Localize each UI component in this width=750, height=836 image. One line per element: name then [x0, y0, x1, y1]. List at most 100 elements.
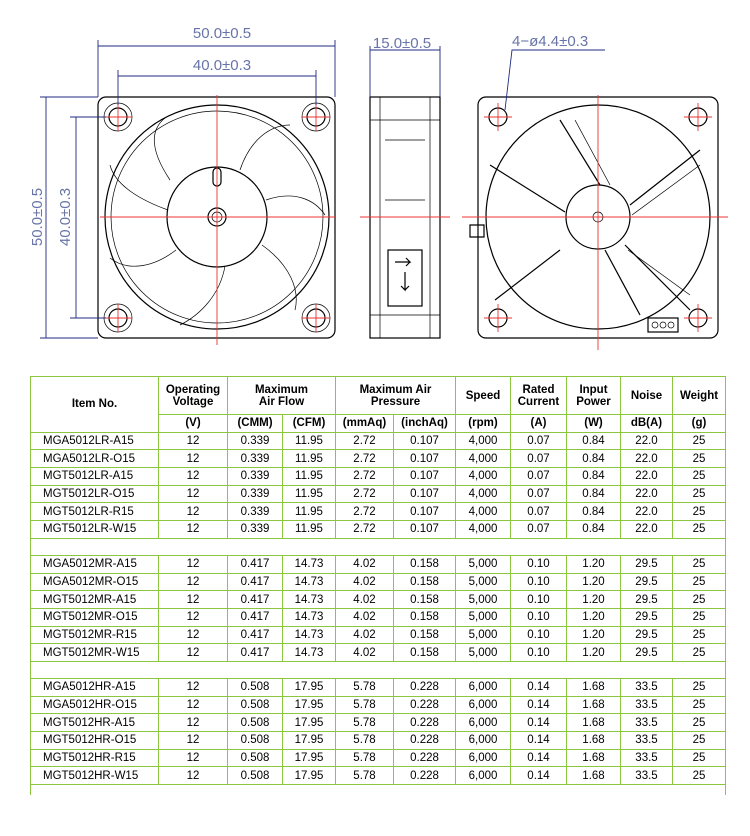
table-cell: 0.417	[227, 572, 283, 592]
cell-text: MGT5012MR-A15	[43, 593, 137, 606]
cell-text: 12	[186, 752, 200, 765]
table-cell: 6,000	[455, 677, 511, 697]
table-cell: 25	[672, 572, 726, 592]
cell-text: 2.72	[353, 452, 376, 465]
table-cell: 17.95	[282, 713, 336, 732]
cell-text: MGT5012HR-W15	[43, 769, 139, 782]
table-cell: 12	[158, 643, 228, 662]
table-cell: 0.158	[393, 607, 456, 627]
cell-text: 0.84	[582, 523, 605, 536]
table-cell: 0.14	[510, 677, 567, 697]
table-cell: 25	[672, 713, 726, 732]
table-cell: 12	[158, 625, 228, 645]
table-cell: 0.07	[510, 449, 567, 469]
cell-text: 11.95	[295, 452, 323, 465]
cell-text: 14.73	[294, 558, 324, 571]
cell-text: 17.95	[294, 681, 324, 694]
table-cell: 25	[672, 554, 726, 574]
table-cell: 0.339	[227, 431, 283, 451]
cell-text: 0.339	[240, 470, 270, 483]
cell-text: MGT5012LR-O15	[43, 488, 135, 501]
cell-text: 0.84	[582, 435, 605, 448]
table-cell: 2.72	[335, 520, 394, 539]
cell-text: Speed	[465, 389, 501, 402]
table-cell: 1.20	[566, 554, 621, 574]
cell-text: 5,000	[468, 611, 498, 624]
cell-text: 0.228	[410, 769, 439, 782]
cell-text: 22.0	[635, 523, 658, 536]
cell-text: 0.07	[527, 505, 550, 518]
table-cell: (rpm)	[455, 414, 511, 433]
table-cell: 29.5	[620, 643, 673, 662]
cell-text: 0.10	[527, 593, 550, 606]
cell-text: MGT5012MR-O15	[43, 611, 138, 624]
cell-text: 1.68	[582, 752, 605, 765]
cell-text: 2.72	[353, 488, 376, 501]
cell-text: Weight	[679, 389, 719, 402]
table-cell: MGT5012MR-A15	[30, 590, 159, 609]
table-cell: 12	[158, 520, 228, 539]
cell-text: 0.228	[410, 716, 439, 729]
table-cell: 5.78	[335, 748, 394, 768]
cell-text: 25	[692, 505, 706, 518]
table-cell	[30, 784, 726, 796]
table-cell: 25	[672, 766, 726, 786]
cell-text: 0.14	[527, 716, 550, 729]
cell-text: 25	[692, 523, 706, 536]
table-cell: (W)	[566, 414, 621, 433]
table-cell: 1.68	[566, 766, 621, 786]
cell-text: 25	[692, 470, 706, 483]
cell-text: 0.228	[410, 681, 439, 694]
table-cell: 25	[672, 484, 726, 504]
cell-text: 1.68	[582, 734, 605, 747]
cell-text: 0.228	[410, 734, 439, 747]
spacer-row	[30, 784, 726, 796]
cell-text: 0.508	[240, 698, 270, 711]
table-cell: 0.158	[393, 554, 456, 574]
table-cell: MGT5012HR-R15	[30, 748, 159, 768]
table-cell: 0.10	[510, 625, 567, 645]
cell-text: 0.508	[240, 681, 270, 694]
cell-text: 11.95	[295, 435, 323, 448]
table-cell: 0.158	[393, 625, 456, 645]
table-cell: 0.84	[566, 484, 621, 504]
cell-text: 11.95	[295, 523, 323, 536]
table-cell: MGT5012HR-W15	[30, 766, 159, 786]
table-cell: 0.107	[393, 502, 456, 522]
cell-text: 0.158	[410, 575, 439, 588]
table-cell: 0.84	[566, 467, 621, 486]
cell-text: 29.5	[635, 558, 658, 571]
cell-text: 25	[692, 628, 706, 641]
cell-text: 1.68	[582, 716, 605, 729]
table-cell: 11.95	[282, 431, 336, 451]
cell-text: 0.84	[582, 452, 605, 465]
cell-text: 25	[692, 435, 706, 448]
table-cell: MGT5012HR-O15	[30, 731, 159, 750]
table-cell: 25	[672, 695, 726, 715]
table-cell: 25	[672, 731, 726, 750]
cell-text: MGT5012LR-A15	[43, 470, 134, 483]
table-cell: 12	[158, 677, 228, 697]
cell-text: MGT5012LR-R15	[43, 505, 134, 518]
data-row: MGT5012HR-W15 12 0.508 17.95 5.78 0.228 6,000 0…	[30, 766, 726, 786]
cell-text: 25	[692, 716, 706, 729]
table-cell: 0.228	[393, 748, 456, 768]
table-cell: 5,000	[455, 607, 511, 627]
table-cell: 0.107	[393, 484, 456, 504]
table-cell: 25	[672, 520, 726, 539]
table-cell: 0.107	[393, 431, 456, 451]
data-row: MGT5012LR-W15 12 0.339 11.95 2.72 0.107 4,000 0…	[30, 520, 726, 539]
cell-text: 0.107	[410, 470, 439, 483]
cell-text: Item No.	[71, 398, 118, 411]
cell-text: 22.0	[635, 488, 658, 501]
table-cell: 12	[158, 748, 228, 768]
cell-text: 0.107	[410, 505, 439, 518]
cell-text: 12	[186, 681, 200, 694]
cell-text: 6,000	[468, 734, 498, 747]
table-cell: 22.0	[620, 431, 673, 451]
table-cell: 0.14	[510, 766, 567, 786]
cell-text: (CMM)	[237, 417, 273, 430]
table-cell: 5,000	[455, 625, 511, 645]
cell-text: 12	[186, 488, 200, 501]
